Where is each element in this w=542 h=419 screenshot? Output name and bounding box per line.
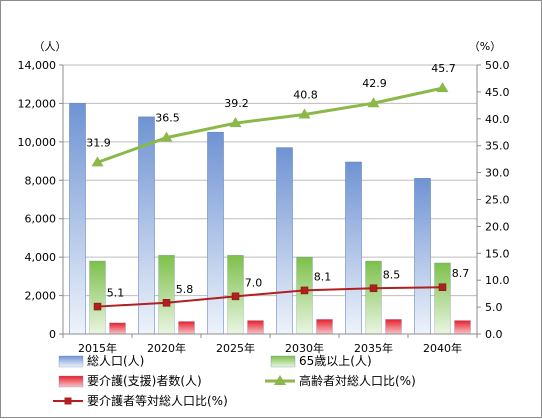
right-tick-label: 5.0 [485,301,503,314]
elderly-ratio-label: 42.9 [362,77,387,90]
elderly-ratio-label: 40.8 [293,88,318,101]
legend-swatch [58,355,84,368]
elderly-ratio-marker [91,156,104,167]
care-ratio-label: 8.1 [314,270,332,283]
legend-care-recipients: 要介護(支援)者数(人) [58,373,202,388]
care-ratio-marker [162,299,171,307]
bar-total [207,131,224,335]
elderly-ratio-marker [367,97,380,108]
right-tick-label: 35.0 [485,140,510,153]
legend: 総人口(人) 65歳以上(人) 要介護(支援)者数(人) 高齢者対総人口比(%) 要介護… [53,354,416,408]
bar-total [69,103,86,335]
legend-elderly-ratio: 高齢者対総人口比(%) [265,373,416,388]
care-ratio-marker [93,302,102,311]
right-axis-unit: （%） [469,40,501,53]
legend-label: 65歳以上(人) [299,354,372,368]
left-tick-label: 8,000 [25,174,57,187]
x-tick-label: 2020年 [147,341,186,355]
care-ratio-label: 5.8 [176,283,194,296]
right-tick-label: 15.0 [485,247,510,260]
right-tick-label: 40.0 [485,113,510,126]
x-tick-label: 2030年 [285,341,324,355]
bar-total [276,147,293,335]
care-ratio-label: 7.0 [245,276,263,289]
square-icon [64,397,72,405]
bar-elderly [296,256,313,335]
bar-elderly [89,260,106,335]
left-tick-label: 12,000 [18,97,57,110]
lines: 31.9 36.5 39.2 40.8 42.9 45.7 5.1 5.8 7.0 8.1 8.5 8… [86,62,470,311]
x-tick-label: 2035年 [354,341,393,355]
bar-elderly [434,262,451,335]
left-tick-label: 0 [49,328,56,341]
legend-total-population: 総人口(人) [58,354,144,368]
elderly-ratio-marker [229,117,242,128]
legend-swatch [58,375,84,388]
axes: 0 2,000 4,000 6,000 8,000 10,000 12,000 14,000 0… [18,59,510,355]
right-tick-label: 50.0 [485,59,510,72]
bar-total [414,178,431,335]
care-ratio-marker [231,292,240,301]
elderly-ratio-line [96,86,443,164]
legend-care-ratio: 要介護者等対総人口比(%) [53,393,228,408]
grid [63,64,477,335]
legend-elderly-population: 65歳以上(人) [270,354,372,368]
left-tick-label: 2,000 [25,290,57,303]
bar-care [178,321,195,335]
elderly-ratio-marker [298,108,311,119]
right-tick-label: 0.0 [485,328,503,341]
right-tick-label: 10.0 [485,274,510,287]
elderly-ratio-label: 39.2 [224,97,249,110]
triangle-icon [274,375,286,385]
bar-total [138,116,155,335]
right-tick-label: 45.0 [485,86,510,99]
legend-label: 総人口(人) [87,354,144,368]
left-tick-label: 10,000 [18,136,57,149]
bar-elderly [365,260,382,335]
elderly-ratio-label: 45.7 [431,62,456,75]
bar-care [109,322,126,335]
care-ratio-marker [300,286,309,295]
bar-care [247,320,264,335]
bar-care [316,319,333,335]
legend-label: 要介護者等対総人口比(%) [87,393,228,408]
left-tick-label: 14,000 [18,59,57,72]
legend-label: 要介護(支援)者数(人) [87,373,202,388]
elderly-ratio-marker [436,82,449,93]
x-tick-label: 2015年 [78,341,117,355]
x-tick-label: 2040年 [423,341,462,355]
right-tick-label: 25.0 [485,194,510,207]
care-ratio-label: 8.5 [383,268,401,281]
care-ratio-line [97,286,443,308]
x-tick-label: 2025年 [216,341,255,355]
left-axis-unit: （人） [34,40,67,53]
left-tick-label: 4,000 [25,251,57,264]
left-tick-label: 6,000 [25,213,57,226]
right-tick-label: 30.0 [485,167,510,180]
bar-care [385,319,402,335]
elderly-ratio-label: 31.9 [86,136,111,149]
bar-elderly [158,254,175,335]
bar-total [345,161,362,335]
care-ratio-label: 8.7 [452,267,470,280]
right-tick-label: 20.0 [485,220,510,233]
care-ratio-label: 5.1 [107,287,125,300]
elderly-ratio-marker [160,131,173,142]
elderly-ratio-label: 36.5 [155,112,180,125]
bar-care [454,320,471,335]
legend-swatch [270,355,296,368]
care-ratio-marker [369,284,378,293]
legend-label: 高齢者対総人口比(%) [299,373,416,388]
care-ratio-marker [438,283,447,291]
